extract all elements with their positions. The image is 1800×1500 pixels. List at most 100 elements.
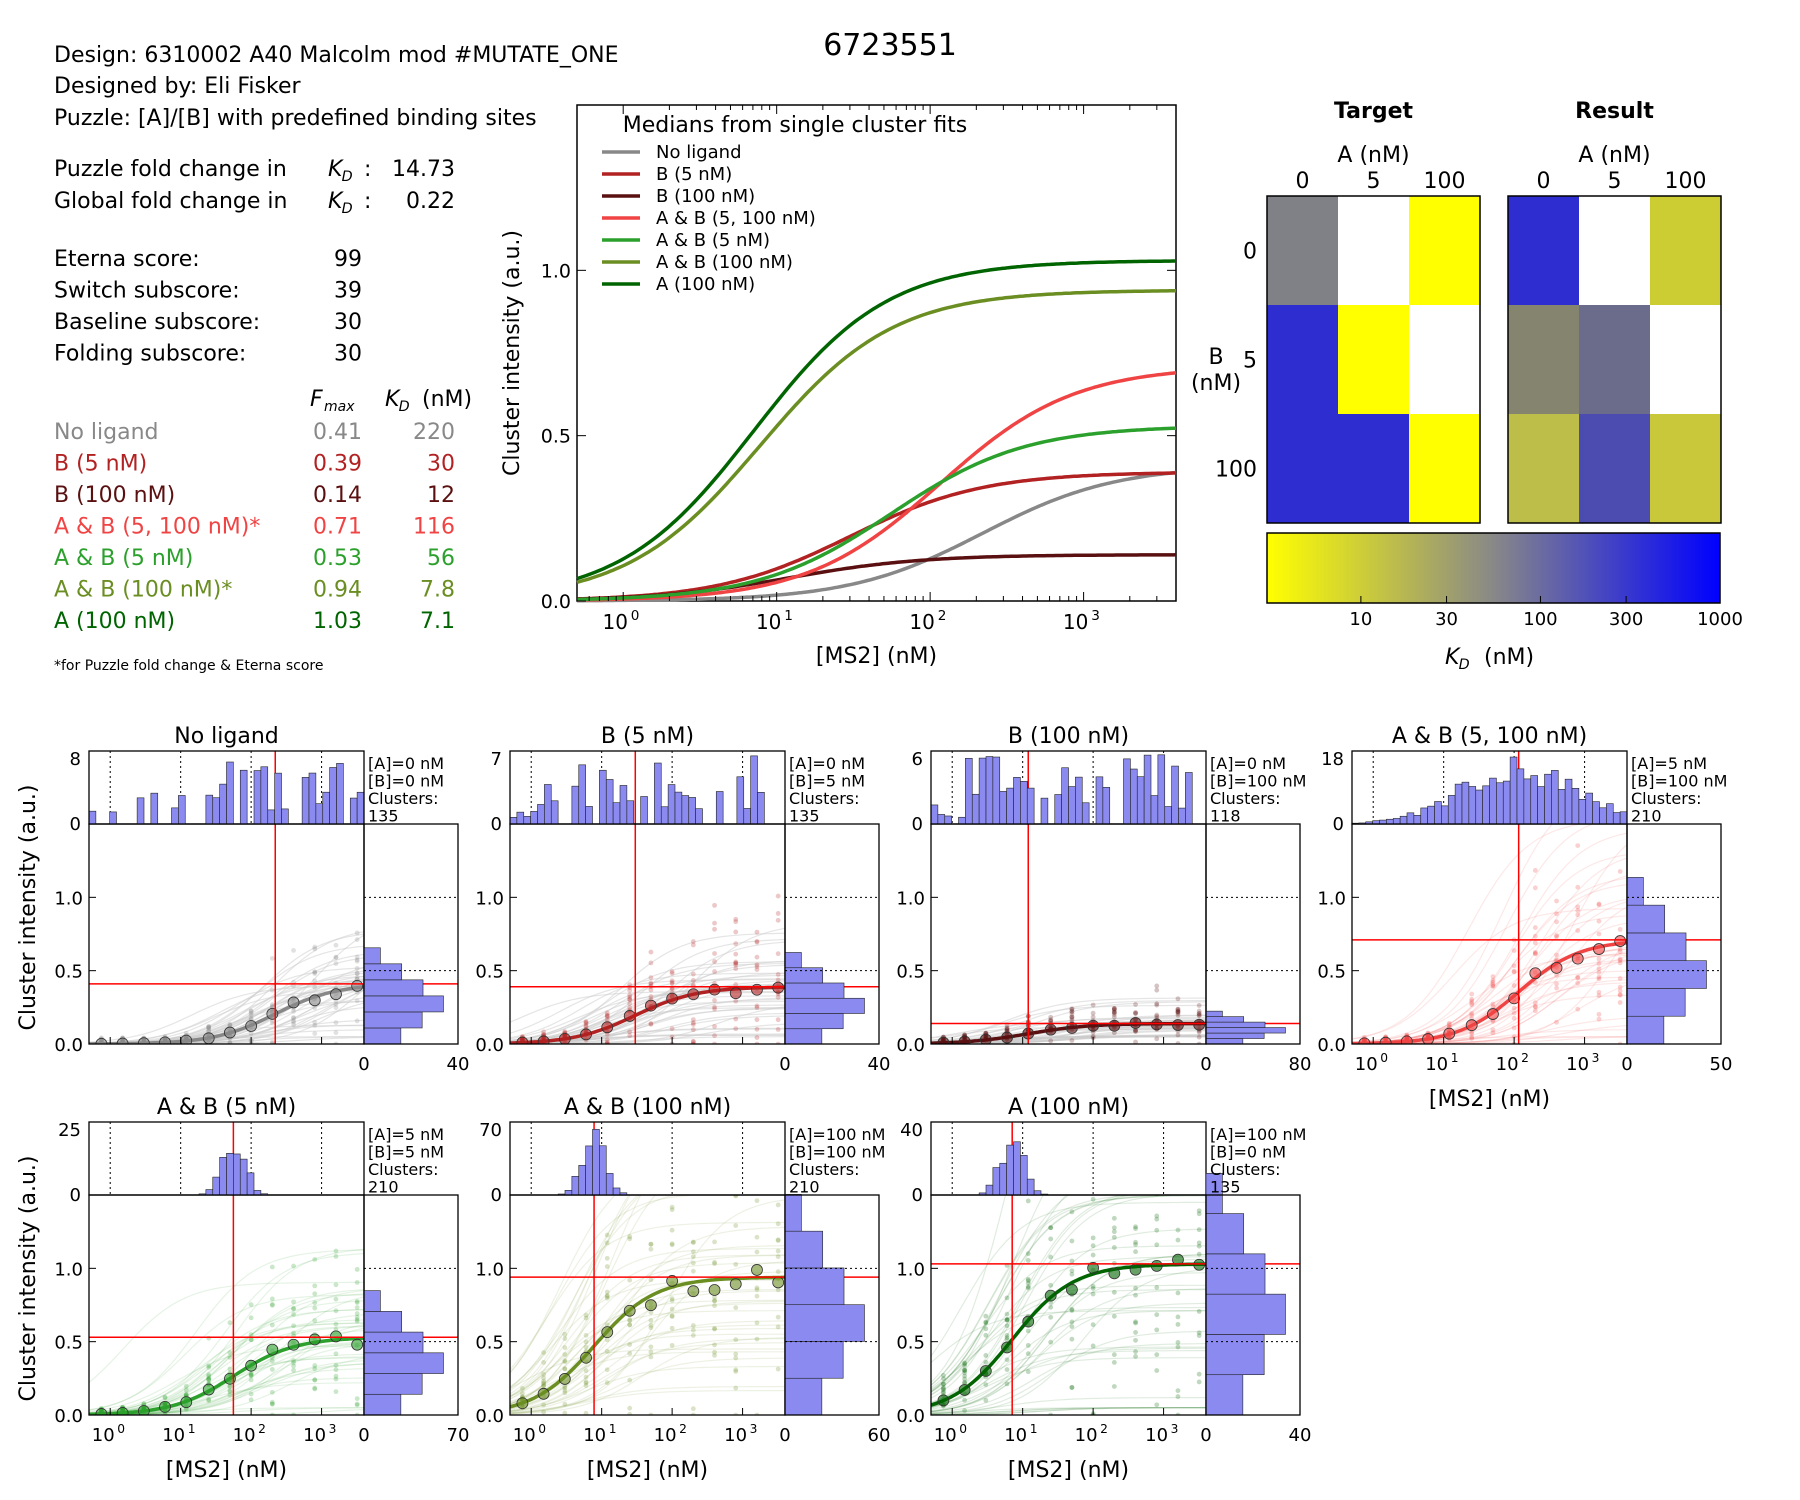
- cluster-point: [1133, 1224, 1138, 1230]
- hist-right-zero-label: 0: [779, 1054, 790, 1075]
- median-point: [202, 1032, 215, 1044]
- cluster-point: [1111, 1006, 1117, 1011]
- cluster-point: [648, 1318, 654, 1323]
- single-cluster-curve: [89, 1407, 364, 1415]
- cluster-point: [1090, 1291, 1096, 1297]
- cluster-point: [1133, 1039, 1138, 1044]
- heatmap-y-label: B: [1208, 345, 1223, 370]
- cluster-point: [333, 1376, 339, 1382]
- fmax-histogram: [1205, 1010, 1286, 1045]
- tick-label-base: 10: [1355, 1054, 1378, 1075]
- cluster-point: [1154, 1242, 1160, 1248]
- hist-bar: [784, 1013, 844, 1030]
- cluster-point: [562, 1331, 568, 1337]
- single-cluster-curve: [931, 1330, 1206, 1414]
- cluster-point: [1617, 1000, 1623, 1005]
- cluster-point: [733, 919, 739, 925]
- cluster-point: [1196, 1211, 1202, 1217]
- cluster-point: [775, 1017, 781, 1023]
- cluster-point: [541, 1409, 547, 1415]
- median-point: [666, 1275, 679, 1287]
- hist-bar: [999, 1162, 1007, 1196]
- hist-bar: [1420, 807, 1428, 825]
- cluster-point: [354, 970, 360, 976]
- cluster-point: [291, 1358, 296, 1364]
- cluster-point: [1069, 1319, 1075, 1325]
- tick-label-exponent: 1: [784, 608, 793, 624]
- hist-bar: [1441, 805, 1449, 825]
- hist-bar: [1068, 786, 1076, 825]
- cluster-point: [1532, 1004, 1538, 1010]
- hist-bar: [784, 1194, 802, 1232]
- cluster-point: [1154, 1036, 1160, 1042]
- cluster-point: [291, 983, 296, 989]
- cluster-point: [648, 975, 654, 980]
- median-point: [1379, 1036, 1392, 1044]
- cluster-point: [627, 1234, 633, 1240]
- cluster-point: [1025, 1280, 1031, 1286]
- cluster-point: [206, 1023, 212, 1029]
- cluster-point: [1090, 1322, 1096, 1328]
- cluster-point: [291, 1323, 296, 1329]
- tick-label-base: 10: [513, 1425, 536, 1446]
- cluster-point: [1133, 1354, 1138, 1359]
- cluster-point: [1004, 1367, 1010, 1372]
- tick-label: 10 2: [233, 1422, 266, 1446]
- cluster-point: [1469, 1031, 1475, 1036]
- cluster-point: [648, 987, 654, 993]
- cluster-point: [669, 1342, 675, 1348]
- cluster-point: [354, 1317, 360, 1322]
- single-cluster-curve: [1352, 832, 1627, 1044]
- single-cluster-curve: [89, 1327, 364, 1415]
- cluster-point: [291, 1019, 296, 1025]
- puzzle-label: Puzzle: [A]/[B] with predefined binding …: [54, 106, 537, 131]
- cluster-point: [1111, 1006, 1117, 1011]
- cluster-point: [669, 1207, 675, 1213]
- cluster-point: [690, 942, 696, 948]
- hist-top-frame: [88, 1121, 365, 1196]
- cluster-point: [754, 1035, 760, 1040]
- cluster-point: [583, 1383, 589, 1388]
- median-point: [937, 1394, 950, 1407]
- single-cluster-curve: [89, 1353, 364, 1415]
- cluster-point: [227, 1040, 233, 1044]
- panel-annotation: Clusters:: [368, 789, 439, 808]
- single-cluster-curve: [1352, 824, 1594, 1044]
- single-cluster-curve: [89, 1360, 364, 1415]
- cluster-point: [1196, 1008, 1202, 1014]
- cluster-point: [227, 1320, 233, 1326]
- cluster-point: [1554, 919, 1559, 925]
- cluster-point: [1048, 1017, 1054, 1023]
- hist-bar: [1530, 775, 1538, 825]
- hist-bar: [784, 1267, 845, 1306]
- median-point: [137, 1037, 150, 1044]
- cluster-point: [227, 1040, 233, 1044]
- cluster-point: [1511, 969, 1517, 975]
- tick-label-base: 10: [934, 1425, 957, 1446]
- single-cluster-curve: [510, 1390, 785, 1414]
- cluster-point: [333, 1362, 339, 1368]
- cluster-point: [269, 1358, 275, 1364]
- hist-bar: [1454, 783, 1463, 825]
- cluster-point: [754, 938, 760, 944]
- panel-annotation: [B]=100 nM: [1210, 772, 1306, 791]
- cluster-point: [583, 1380, 589, 1386]
- cluster-point: [1133, 1249, 1138, 1255]
- cluster-point: [1154, 1368, 1160, 1373]
- cluster-point: [354, 1300, 360, 1305]
- cluster-point: [333, 1030, 339, 1036]
- single-cluster-curve: [931, 1195, 1206, 1393]
- kd-histogram: [88, 761, 365, 825]
- cluster-point: [312, 1318, 318, 1324]
- hist-bar: [1599, 807, 1607, 825]
- cluster-point: [183, 1387, 189, 1393]
- cluster-point: [690, 1017, 696, 1023]
- cluster-point: [248, 1337, 254, 1343]
- cluster-point: [1175, 1340, 1181, 1345]
- cluster-point: [1004, 1027, 1010, 1033]
- cluster-point: [941, 1386, 946, 1392]
- tick-label-base: 10: [1004, 1425, 1027, 1446]
- cluster-point: [354, 1314, 360, 1320]
- hist-bar: [363, 1393, 402, 1416]
- single-cluster-curve: [510, 961, 785, 1042]
